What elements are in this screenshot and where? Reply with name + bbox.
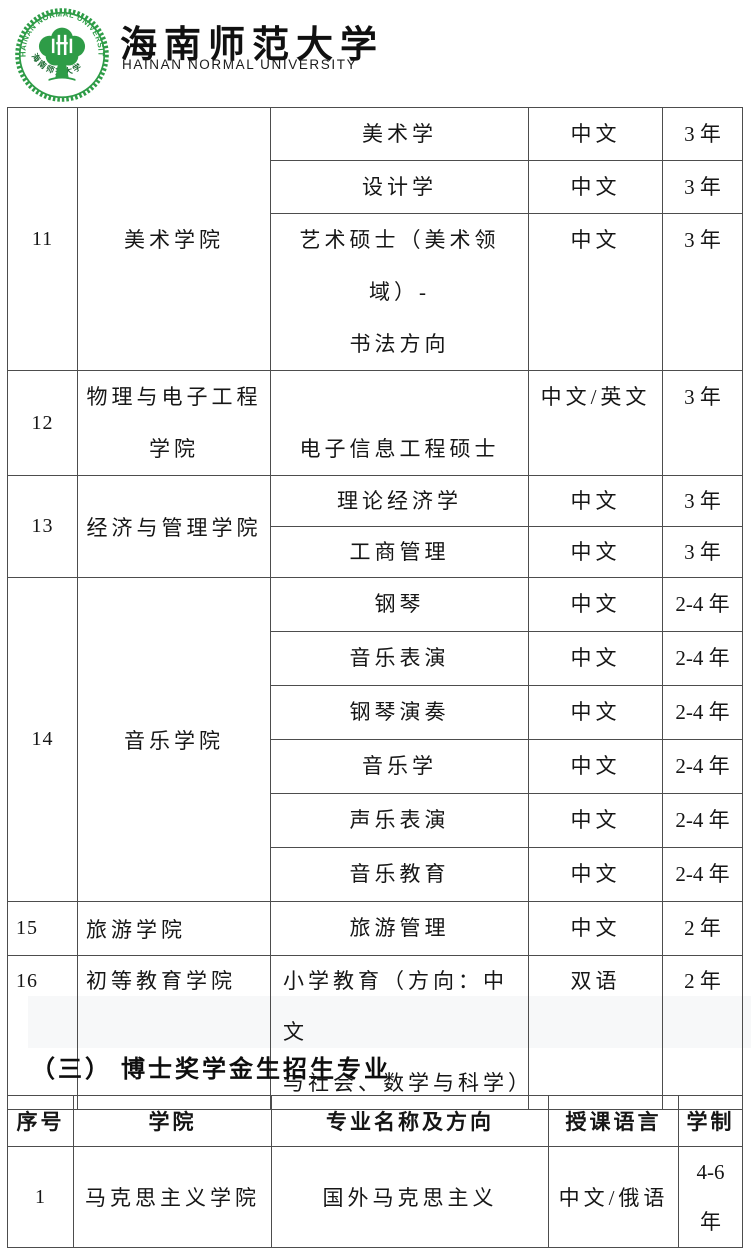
- header-cell-language: 授课语言: [548, 1095, 679, 1147]
- duration-cell: 2 年: [662, 955, 743, 1110]
- program-cell: 旅游管理: [270, 901, 529, 956]
- program-cell: 艺术硕士（美术领域）- 书法方向: [270, 213, 529, 371]
- program-cell: 音乐学: [270, 739, 529, 794]
- language-cell: 中文: [528, 160, 663, 214]
- college-cell: 初等教育学院: [77, 955, 271, 1110]
- university-name-english: HAINAN NORMAL UNIVERSITY: [122, 57, 358, 72]
- language-cell: 中文: [528, 526, 663, 578]
- college-line: 学院: [149, 437, 199, 461]
- university-logo: HAINAN NORMAL UNIVERSITY 海南师范大学: [14, 6, 109, 102]
- duration-cell: 2-4 年: [662, 793, 743, 848]
- duration-cell: 3 年: [662, 526, 743, 578]
- program-cell: 电子信息工程硕士: [270, 370, 529, 476]
- program-line: 与社会、数学与科学）: [283, 1071, 529, 1095]
- language-cell: 中文: [528, 213, 663, 371]
- duration-cell: 2-4 年: [662, 847, 743, 902]
- language-cell: 中文: [528, 847, 663, 902]
- row-number-cell: 1: [7, 1146, 74, 1248]
- duration-cell: 2-4 年: [662, 685, 743, 740]
- language-cell: 中文: [528, 901, 663, 956]
- college-line: 物理与电子工程: [86, 385, 262, 409]
- language-cell: 中文: [528, 739, 663, 794]
- duration-cell: 4-6 年: [678, 1146, 743, 1248]
- program-cell: 音乐教育: [270, 847, 529, 902]
- program-line: 小学教育（方向：中文: [283, 969, 508, 1044]
- college-cell: 旅游学院: [77, 901, 271, 956]
- row-number-cell: 13: [7, 475, 78, 578]
- program-cell: 国外马克思主义: [271, 1146, 549, 1248]
- duration-cell: 3 年: [662, 213, 743, 371]
- college-cell: 音乐学院: [77, 577, 271, 902]
- language-cell: 中文: [528, 107, 663, 161]
- program-line: 书法方向: [349, 332, 450, 356]
- duration-cell: 2-4 年: [662, 577, 743, 632]
- row-number-cell: 12: [7, 370, 78, 476]
- duration-cell: 3 年: [662, 107, 743, 161]
- language-cell: 中文: [528, 793, 663, 848]
- program-cell: 音乐表演: [270, 631, 529, 686]
- duration-line: 年: [700, 1210, 721, 1234]
- duration-line: 4-6: [696, 1160, 725, 1184]
- language-cell: 双语: [528, 955, 663, 1110]
- logo-scalloped-ring: [15, 8, 109, 102]
- college-cell: 经济与管理学院: [77, 475, 271, 578]
- program-cell: 美术学: [270, 107, 529, 161]
- language-cell: 中文/俄语: [548, 1146, 679, 1248]
- college-cell: 物理与电子工程 学院: [77, 370, 271, 476]
- row-number-cell: 16: [7, 955, 78, 1110]
- language-cell: 中文: [528, 685, 663, 740]
- university-name-chinese: 海南师范大学: [120, 22, 384, 66]
- logo-tree-emblem: [38, 27, 86, 81]
- language-cell: 中文/英文: [528, 370, 663, 476]
- college-cell: 马克思主义学院: [73, 1146, 272, 1248]
- program-cell: 理论经济学: [270, 475, 529, 527]
- row-number-cell: 14: [7, 577, 78, 902]
- section-heading: （三） 博士奖学金生招生专业: [31, 1057, 391, 1083]
- language-cell: 中文: [528, 631, 663, 686]
- master-programs-table: 11 美术学院 美术学 中文 3 年 设计学 中文 3 年 艺术硕士（美术领域）…: [7, 107, 743, 1110]
- duration-cell: 2-4 年: [662, 739, 743, 794]
- header-cell-no: 序号: [7, 1095, 74, 1147]
- header-cell-duration: 学制: [678, 1095, 743, 1147]
- program-cell: 工商管理: [270, 526, 529, 578]
- language-cell: 中文: [528, 577, 663, 632]
- language-cell: 中文: [528, 475, 663, 527]
- header-cell-program: 专业名称及方向: [271, 1095, 549, 1147]
- program-line: 艺术硕士（美术领域）-: [299, 228, 500, 304]
- program-cell: 小学教育（方向：中文 与社会、数学与科学）: [270, 955, 529, 1110]
- row-number-cell: 15: [7, 901, 78, 956]
- duration-cell: 3 年: [662, 475, 743, 527]
- duration-cell: 2-4 年: [662, 631, 743, 686]
- header-cell-college: 学院: [73, 1095, 272, 1147]
- doctoral-programs-table: 序号 学院 专业名称及方向 授课语言 学制 1 马克思主义学院 国外马克思主义 …: [7, 1095, 743, 1248]
- row-number-cell: 11: [7, 107, 78, 371]
- program-cell: 钢琴: [270, 577, 529, 632]
- duration-cell: 3 年: [662, 160, 743, 214]
- program-cell: 设计学: [270, 160, 529, 214]
- program-cell: 声乐表演: [270, 793, 529, 848]
- duration-cell: 3 年: [662, 370, 743, 476]
- college-cell: 美术学院: [77, 107, 271, 371]
- duration-cell: 2 年: [662, 901, 743, 956]
- program-cell: 钢琴演奏: [270, 685, 529, 740]
